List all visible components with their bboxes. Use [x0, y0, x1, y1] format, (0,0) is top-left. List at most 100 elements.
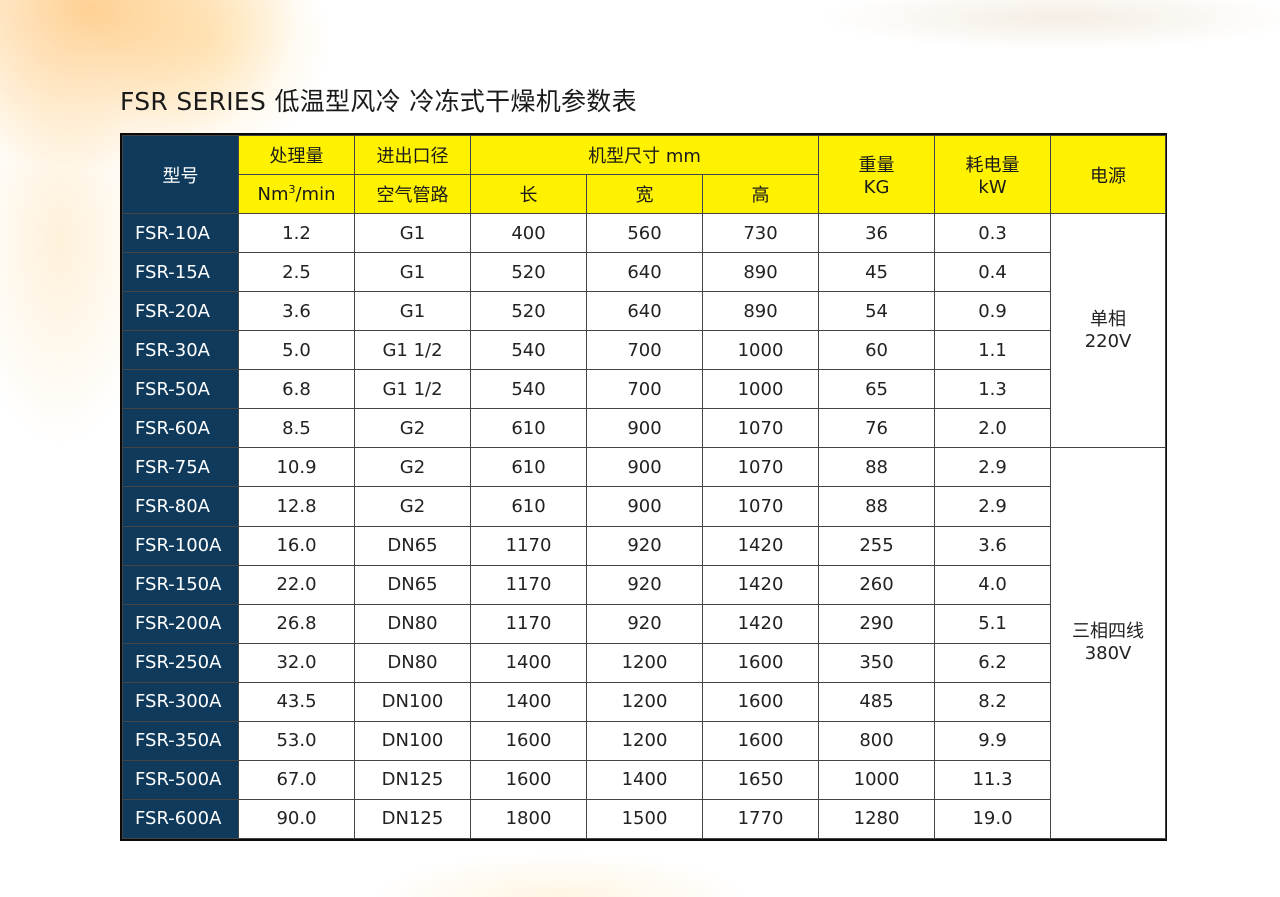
table-row: FSR-200A 26.8 DN80 1170 920 1420 290 5.1	[122, 603, 1166, 644]
cell-port: G2	[354, 486, 471, 527]
cell-height: 1000	[701, 330, 820, 371]
header-power-supply: 电源	[1050, 135, 1167, 214]
cell-port: DN100	[354, 681, 471, 722]
cell-length: 1400	[470, 642, 587, 683]
cell-length: 610	[470, 486, 587, 527]
cell-model: FSR-50A	[122, 369, 239, 410]
cell-height: 1600	[701, 642, 820, 683]
cell-model: FSR-100A	[122, 525, 239, 566]
cell-kw: 9.9	[934, 720, 1052, 761]
cell-model: FSR-15A	[122, 252, 239, 293]
cell-length: 540	[470, 330, 587, 371]
cell-width: 640	[586, 252, 703, 293]
cell-capacity: 10.9	[238, 447, 355, 488]
cell-height: 1420	[701, 603, 820, 644]
cell-kw: 2.9	[934, 447, 1052, 488]
cell-width: 920	[586, 564, 703, 605]
cell-capacity: 6.8	[238, 369, 355, 410]
cell-weight: 290	[818, 603, 936, 644]
cell-width: 1200	[586, 720, 703, 761]
table-row: FSR-30A 5.0 G1 1/2 540 700 1000 60 1.1	[122, 330, 1166, 371]
table-row: FSR-300A 43.5 DN100 1400 1200 1600 485 8.2	[122, 681, 1166, 722]
cell-port: DN125	[354, 798, 471, 840]
cell-width: 1400	[586, 759, 703, 800]
cell-length: 1170	[470, 525, 587, 566]
header-power-consumption-unit: kW	[978, 177, 1007, 198]
cell-port: DN65	[354, 525, 471, 566]
cell-height: 1070	[701, 447, 820, 488]
cell-width: 700	[586, 369, 703, 410]
cell-port: G1 1/2	[354, 330, 471, 371]
cell-height: 1600	[701, 681, 820, 722]
cell-capacity: 3.6	[238, 291, 355, 332]
cell-width: 900	[586, 447, 703, 488]
cell-capacity: 2.5	[238, 252, 355, 293]
cell-length: 1600	[470, 720, 587, 761]
power-supply-voltage: 220V	[1084, 330, 1132, 352]
cell-height: 1000	[701, 369, 820, 410]
cell-kw: 0.3	[934, 212, 1052, 254]
cell-weight: 800	[818, 720, 936, 761]
unit-per-min: /min	[295, 184, 336, 205]
header-length: 长	[470, 174, 587, 214]
cell-port: DN65	[354, 564, 471, 605]
table-row: FSR-100A 16.0 DN65 1170 920 1420 255 3.6	[122, 525, 1166, 566]
cell-weight: 54	[818, 291, 936, 332]
header-weight-label: 重量	[858, 155, 895, 176]
cell-kw: 1.1	[934, 330, 1052, 371]
cell-model: FSR-300A	[122, 681, 239, 722]
cell-capacity: 12.8	[238, 486, 355, 527]
cell-height: 1770	[701, 798, 820, 840]
cell-kw: 1.3	[934, 369, 1052, 410]
header-port: 进出口径	[354, 135, 471, 175]
cell-port: G1	[354, 252, 471, 293]
cell-kw: 3.6	[934, 525, 1052, 566]
cell-port: G2	[354, 408, 471, 449]
page-title: FSR SERIES 低温型风冷 冷冻式干燥机参数表	[120, 87, 637, 116]
header-width: 宽	[586, 174, 703, 214]
cell-length: 1400	[470, 681, 587, 722]
cell-capacity: 5.0	[238, 330, 355, 371]
power-supply-voltage: 380V	[1084, 643, 1132, 665]
table-row: FSR-20A 3.6 G1 520 640 890 54 0.9	[122, 291, 1166, 332]
cell-width: 560	[586, 212, 703, 254]
cell-port: G1	[354, 291, 471, 332]
cell-weight: 65	[818, 369, 936, 410]
cell-capacity: 26.8	[238, 603, 355, 644]
cell-model: FSR-350A	[122, 720, 239, 761]
cell-capacity: 16.0	[238, 525, 355, 566]
power-supply-phase: 三相四线	[1072, 621, 1145, 643]
table-row: FSR-500A 67.0 DN125 1600 1400 1650 1000 11.3	[122, 759, 1166, 800]
cell-port: G1 1/2	[354, 369, 471, 410]
cell-model: FSR-80A	[122, 486, 239, 527]
cell-power-supply: 三相四线 380V	[1050, 447, 1167, 839]
cell-width: 900	[586, 408, 703, 449]
table-row: FSR-600A 90.0 DN125 1800 1500 1770 1280 19.0	[122, 798, 1166, 840]
cell-model: FSR-250A	[122, 642, 239, 683]
unit-sup: 3	[288, 183, 296, 196]
cell-port: G1	[354, 212, 471, 254]
header-power-consumption-label: 耗电量	[965, 155, 1020, 176]
table-row: FSR-250A 32.0 DN80 1400 1200 1600 350 6.2	[122, 642, 1166, 683]
cell-kw: 0.9	[934, 291, 1052, 332]
cell-width: 1200	[586, 681, 703, 722]
cell-model: FSR-30A	[122, 330, 239, 371]
table-row: FSR-10A 1.2 G1 400 560 730 36 0.3 单相 220V	[122, 212, 1167, 449]
cell-weight: 260	[818, 564, 936, 605]
header-model: 型号	[122, 135, 239, 214]
cell-kw: 8.2	[934, 681, 1052, 722]
cell-kw: 11.3	[934, 759, 1052, 800]
cell-height: 1650	[701, 759, 820, 800]
cell-width: 920	[586, 603, 703, 644]
cell-height: 1420	[701, 564, 820, 605]
cell-width: 700	[586, 330, 703, 371]
cell-length: 1170	[470, 603, 587, 644]
cell-capacity: 90.0	[238, 798, 355, 840]
cell-weight: 255	[818, 525, 936, 566]
unit-nm: Nm	[257, 184, 289, 205]
cell-height: 1070	[701, 408, 820, 449]
cell-width: 900	[586, 486, 703, 527]
cell-weight: 88	[818, 486, 936, 527]
cell-kw: 5.1	[934, 603, 1052, 644]
cell-port: G2	[354, 447, 471, 488]
